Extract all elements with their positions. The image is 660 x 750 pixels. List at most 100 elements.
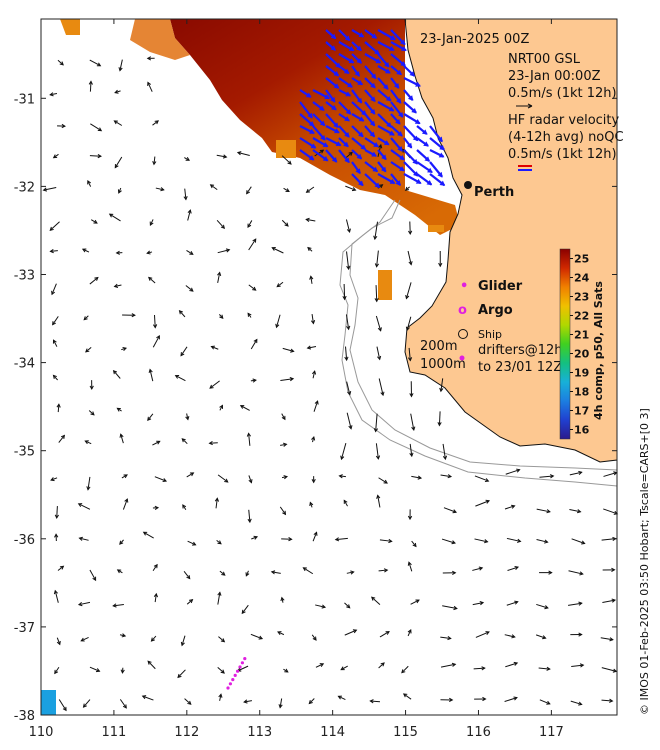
model-arrow-shaft	[209, 380, 220, 389]
model-arrow-shaft	[114, 284, 122, 287]
model-arrow-shaft	[248, 475, 252, 483]
model-arrow-shaft	[186, 249, 194, 255]
model-arrow-shaft	[271, 571, 281, 574]
hf-arrow-head	[370, 82, 376, 89]
model-arrow-shaft	[504, 697, 518, 702]
model-arrow-head	[239, 405, 245, 409]
header-hf-title: HF radar velocity	[508, 113, 620, 128]
hf-arrow-head	[356, 153, 363, 160]
model-arrow-head	[578, 632, 583, 637]
header-nrt-scale: 0.5m/s (1kt 12h)	[508, 86, 617, 101]
model-arrow-shaft	[247, 220, 253, 228]
model-arrow-head	[270, 570, 276, 575]
legend-iso1000: 1000m	[420, 357, 466, 372]
model-arrow-head	[209, 384, 214, 389]
model-arrow-shaft	[149, 369, 154, 382]
model-arrow-shaft	[378, 569, 388, 572]
glider-dot	[226, 686, 230, 690]
model-arrow-head	[174, 375, 180, 379]
model-arrow-shaft	[335, 537, 348, 541]
model-arrow-head	[307, 246, 312, 252]
model-arrow-head	[380, 662, 385, 667]
hf-arrow-head	[411, 107, 417, 114]
glider-dot	[240, 661, 244, 665]
model-arrow-shaft	[281, 155, 292, 165]
y-tick-label: -33	[14, 268, 35, 283]
model-arrow-shaft	[114, 156, 123, 168]
model-arrow-head	[311, 436, 316, 441]
model-arrow-shaft	[344, 629, 357, 636]
model-arrow-shaft	[377, 495, 381, 508]
model-arrow-head	[94, 276, 99, 281]
glider-dot	[238, 665, 242, 669]
hf-radar-arrows	[299, 29, 446, 189]
hf-arrow-head	[343, 68, 350, 74]
model-arrow-shaft	[186, 472, 194, 478]
model-arrow-head	[401, 669, 406, 674]
model-arrow-shaft	[82, 248, 90, 253]
model-arrow-head	[282, 510, 287, 516]
model-arrow-head	[97, 127, 103, 132]
model-arrow-shaft	[346, 412, 352, 429]
hf-arrow-head	[371, 33, 378, 39]
model-arrow-head	[54, 533, 59, 538]
model-arrow-head	[221, 571, 226, 576]
model-arrow-head	[236, 151, 242, 156]
model-arrow-shaft	[43, 186, 57, 191]
model-arrow-head	[374, 297, 379, 303]
model-arrow-head	[185, 157, 191, 161]
axis-ticks: 110 111 112 113 114 115 116 117 -31 -32 -33 -34 -35 -…	[14, 19, 617, 740]
model-arrow-head	[351, 187, 357, 192]
hf-arrow-head	[388, 106, 395, 112]
model-arrow-shaft	[475, 631, 490, 638]
model-arrow-shaft	[345, 152, 353, 159]
colorbar-label: 4h comp, p50, All Sats	[592, 281, 605, 420]
model-arrow-head	[214, 497, 220, 502]
model-arrow-shaft	[339, 475, 346, 478]
hf-arrow-head	[437, 136, 443, 143]
hf-arrow-head	[386, 122, 392, 128]
model-arrow-head	[49, 249, 54, 254]
model-arrow-head	[162, 478, 168, 483]
model-arrow-head	[156, 440, 161, 445]
model-arrow-head	[118, 67, 123, 72]
hf-arrow-head	[421, 129, 428, 135]
model-arrow-shaft	[538, 667, 550, 670]
model-arrow-head	[284, 668, 289, 673]
model-arrow-shaft	[152, 335, 160, 348]
model-arrow-shaft	[403, 693, 412, 700]
model-arrow-shaft	[277, 631, 285, 636]
model-arrow-head	[376, 494, 381, 499]
sst-colorbar	[559, 248, 571, 440]
model-arrow-shaft	[152, 564, 158, 572]
model-arrow-shaft	[311, 314, 314, 324]
hf-arrow-head	[330, 96, 336, 103]
model-arrow-shaft	[440, 474, 452, 478]
model-arrow-head	[437, 422, 442, 427]
model-arrow-head	[346, 604, 351, 609]
model-arrow-head	[147, 660, 152, 665]
model-arrow-head	[112, 603, 117, 608]
model-arrow-shaft	[147, 82, 153, 92]
model-arrow-shaft	[147, 413, 154, 421]
hf-arrow-head	[308, 155, 315, 161]
model-arrow-head	[52, 154, 58, 159]
y-tick-label: -38	[14, 709, 35, 724]
model-arrow-head	[373, 428, 378, 433]
model-arrow-head	[78, 536, 83, 541]
model-arrow-head	[337, 695, 342, 700]
model-arrow-shaft	[85, 346, 92, 353]
model-arrow-head	[150, 637, 155, 642]
hf-arrow-head	[347, 82, 353, 88]
hf-arrow-head	[401, 45, 407, 51]
model-arrow-head	[438, 262, 443, 268]
model-arrow-head	[84, 440, 89, 445]
hf-arrow-head	[322, 142, 329, 148]
model-arrow-shaft	[219, 694, 222, 701]
model-arrow-shaft	[218, 636, 225, 643]
hf-arrow-head	[388, 45, 395, 51]
model-arrow-shaft	[237, 151, 250, 156]
model-arrow-head	[385, 631, 390, 635]
model-arrow-head	[352, 629, 358, 634]
model-arrow-shaft	[183, 571, 191, 579]
